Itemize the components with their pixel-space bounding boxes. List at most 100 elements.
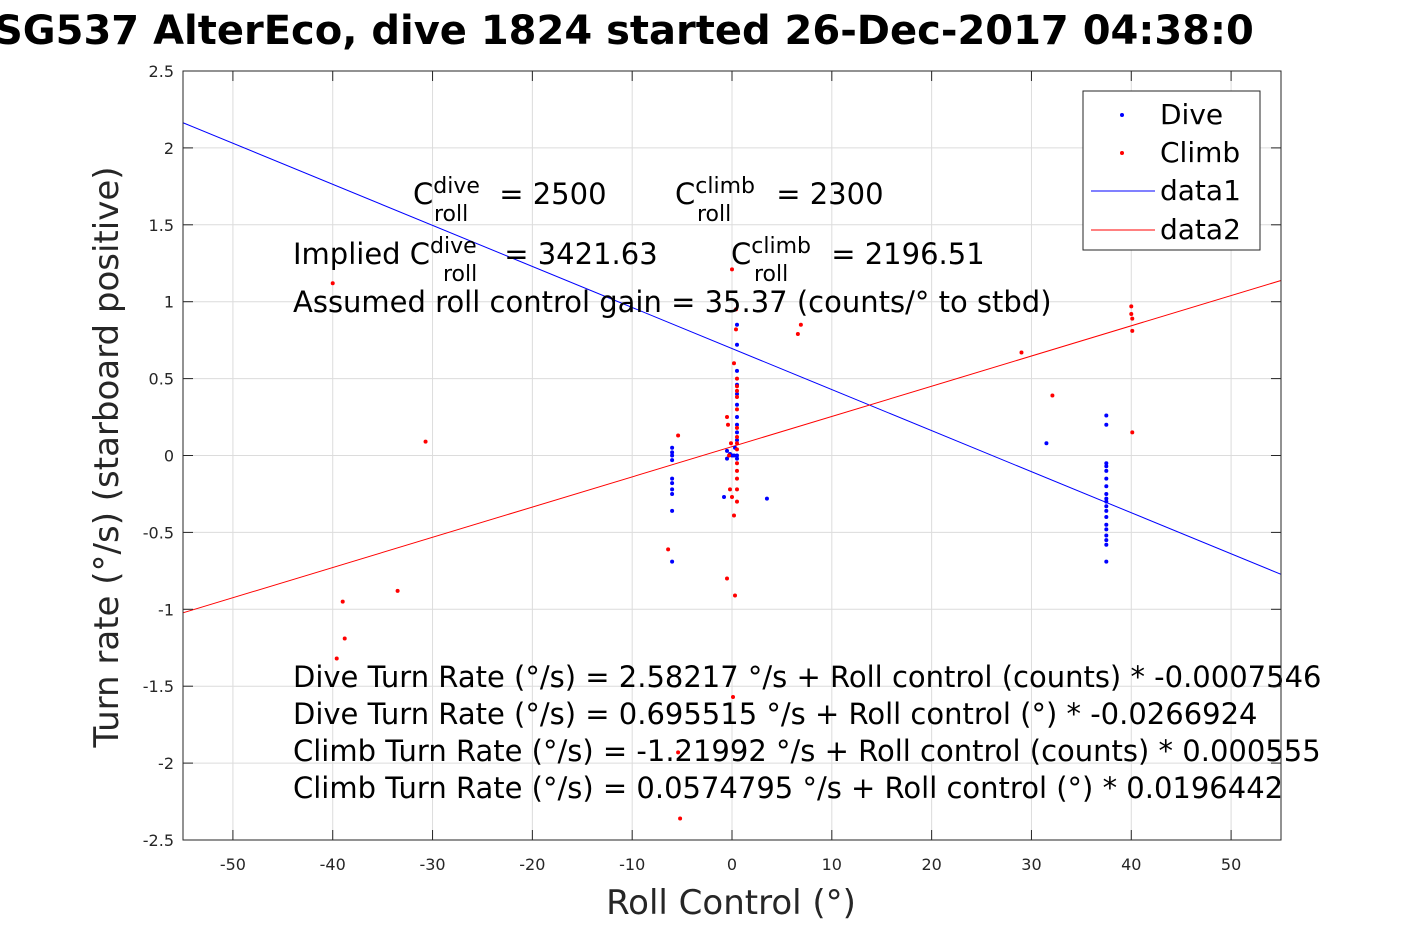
implied-climb-value: = 2196.51 <box>822 237 985 271</box>
dive-point <box>734 342 739 347</box>
c-climb-sub: roll <box>697 202 731 227</box>
c-dive-prefix: C <box>413 177 433 211</box>
data-points <box>330 267 1135 821</box>
dive-point <box>731 453 736 458</box>
climb-point <box>795 331 800 336</box>
legend-dive-label: Dive <box>1160 98 1223 131</box>
dive-point <box>734 402 739 407</box>
dive-point <box>734 368 739 373</box>
legend-climb-marker <box>1120 151 1124 155</box>
ticks: -50 -40 -30 -20 -10 0 10 20 30 40 50-2.5-2-1.5-1-0… <box>143 62 1281 874</box>
climb-point <box>734 395 739 400</box>
y-tick-label: -2 <box>158 754 174 773</box>
dive-point <box>670 453 675 458</box>
climb-point <box>423 439 428 444</box>
implied-dive-annotation: Implied Cdive roll = 3421.63 <box>293 234 658 287</box>
y-tick-label: -1 <box>158 600 174 619</box>
x-tick-label: -20 <box>519 855 545 874</box>
implied-climb-sub: roll <box>754 262 788 287</box>
climb-point <box>734 376 739 381</box>
equation-4: Climb Turn Rate (°/s) = 0.0574795 °/s + … <box>293 771 1283 805</box>
dive-point <box>1104 538 1109 543</box>
climb-point <box>1130 430 1135 435</box>
climb-point <box>734 384 739 389</box>
dive-point <box>670 487 675 492</box>
climb-point <box>730 495 734 500</box>
dive-point <box>1104 496 1109 501</box>
climb-point <box>1050 393 1055 398</box>
x-axis-label: Roll Control (°) <box>606 883 856 923</box>
climb-point <box>342 636 347 641</box>
climb-point <box>734 425 739 430</box>
y-tick-label: 1 <box>164 293 174 312</box>
x-tick-label: 30 <box>1021 855 1041 874</box>
dive-point <box>1104 464 1109 469</box>
dive-point <box>1104 515 1109 520</box>
dive-point <box>1104 491 1109 496</box>
equation-1: Dive Turn Rate (°/s) = 2.58217 °/s + Rol… <box>293 660 1321 694</box>
climb-point <box>734 487 739 492</box>
climb-point <box>734 435 739 440</box>
x-tick-label: 20 <box>921 855 941 874</box>
x-tick-label: 0 <box>727 855 737 874</box>
x-tick-label: -50 <box>220 855 246 874</box>
climb-point <box>734 468 739 473</box>
climb-point <box>678 816 683 821</box>
y-tick-label: -0.5 <box>143 523 174 542</box>
fit-line-data2 <box>182 280 1282 614</box>
implied-climb-prefix: C <box>731 237 751 271</box>
climb-point <box>1129 304 1134 309</box>
x-tick-label: 40 <box>1121 855 1141 874</box>
equation-3: Climb Turn Rate (°/s) = -1.21992 °/s + R… <box>293 734 1321 768</box>
climb-point <box>729 441 734 446</box>
equation-2: Dive Turn Rate (°/s) = 0.695515 °/s + Ro… <box>293 697 1258 731</box>
legend-dive-marker <box>1120 113 1124 117</box>
dive-point <box>734 453 739 458</box>
dive-point <box>1104 484 1109 489</box>
dive-point <box>764 496 769 501</box>
c-dive-value: = 2500 <box>490 177 607 211</box>
climb-point <box>1019 350 1024 355</box>
climb-point <box>395 588 400 593</box>
implied-dive-sup: dive <box>430 234 477 259</box>
climb-point <box>798 322 803 327</box>
c-climb-prefix: C <box>675 177 695 211</box>
climb-point <box>730 694 735 699</box>
c-climb-sup: climb <box>695 174 755 199</box>
dive-point <box>734 422 739 427</box>
c-dive-sub: roll <box>434 202 468 227</box>
climb-point <box>733 307 738 312</box>
climb-point <box>340 599 345 604</box>
climb-point <box>334 656 339 661</box>
climb-point <box>676 433 681 438</box>
dive-point <box>1104 476 1109 481</box>
y-axis-label: Turn rate (°/s) (starboard positive) <box>87 166 127 748</box>
implied-prefix: Implied C <box>293 237 430 271</box>
legend-box <box>1082 90 1261 251</box>
climb-point <box>730 267 734 272</box>
climb-point <box>1130 328 1135 333</box>
gain-annotation: Assumed roll control gain = 35.37 (count… <box>293 285 1052 319</box>
fit-line-data1 <box>182 122 1282 575</box>
implied-climb-annotation: Cclimb roll = 2196.51 <box>731 234 985 287</box>
y-tick-label: 1.5 <box>149 216 174 235</box>
climb-point <box>676 750 681 755</box>
dive-point <box>1104 508 1109 513</box>
climb-point <box>734 476 739 481</box>
climb-point <box>734 388 739 393</box>
dive-point <box>1104 504 1109 509</box>
climb-point <box>727 453 732 458</box>
climb-point <box>666 547 671 552</box>
dive-point <box>1104 527 1109 532</box>
dive-point <box>670 481 675 486</box>
y-tick-label: 0 <box>164 447 174 466</box>
climb-point <box>734 407 739 412</box>
climb-point <box>725 576 730 581</box>
dive-point <box>670 476 675 481</box>
dive-point <box>734 438 739 443</box>
climb-point <box>728 487 733 492</box>
climb-point <box>733 327 738 332</box>
climb-point <box>734 441 739 446</box>
x-tick-label: 50 <box>1221 855 1241 874</box>
y-tick-label: 2 <box>164 139 174 158</box>
